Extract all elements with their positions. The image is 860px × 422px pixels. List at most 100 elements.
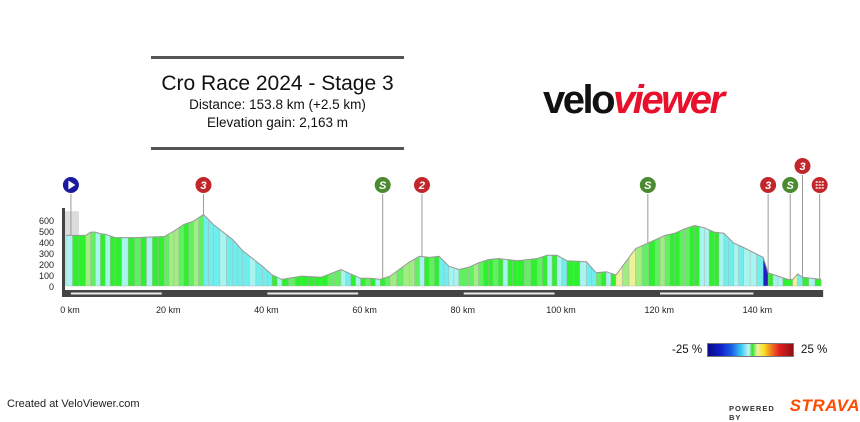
y-tick-label: 400 [39,238,54,248]
profile-segment [756,253,764,287]
climb-marker-label: 2 [418,180,425,192]
profile-segment [728,237,734,287]
profile-segment [419,256,425,287]
y-axis-line [62,208,65,290]
x-axis-bar [62,290,824,297]
profile-segment [709,229,715,287]
profile-segment [370,278,376,287]
profile-segment [713,231,720,287]
profile-segment [561,257,568,287]
profile-segment [497,258,504,287]
profile-segment [219,229,227,287]
profile-segment [600,271,607,287]
profile-segment [483,259,489,287]
checkered-flag-icon [821,181,824,183]
legend-min-label: -25 % [672,344,703,356]
sprint-marker-icon [782,177,799,193]
climb-marker-label: 3 [200,180,206,192]
profile-segment [566,260,574,287]
profile-segment [183,222,189,287]
created-at-link[interactable]: Created at VeloViewer.com [7,398,140,410]
profile-segment [546,254,553,287]
profile-segment [723,232,730,287]
profile-segment [424,256,430,287]
profile-outline [66,213,822,280]
profile-segment [704,227,710,287]
profile-segment [158,236,165,287]
x-tick-label: 40 km [254,305,279,315]
profile-segment [242,250,250,287]
profile-segment [193,217,199,287]
profile-segment [743,247,751,287]
profile-segment [659,235,666,287]
profile-segment [453,267,459,287]
profile-segment [802,276,809,287]
sprint-marker-label: S [644,180,652,192]
profile-segment [551,254,558,287]
sprint-marker-label: S [379,180,387,192]
profile-segment [78,235,86,287]
climb-marker-icon [413,177,430,193]
profile-segment [537,256,543,287]
profile-segment [792,273,798,287]
veloviewer-logo: veloviewer [543,78,725,122]
profile-segment [109,235,116,287]
checkered-flag-icon [815,184,818,186]
profile-segment [188,220,194,287]
profile-segment [203,214,209,287]
powered-by-strava: POWERED BY STRAVA [729,396,860,422]
profile-segment [749,250,757,287]
profile-segment [121,237,129,287]
profile-segment [628,247,636,287]
profile-segment [226,234,234,287]
profile-segment [375,278,381,287]
x-tick-label: 100 km [546,305,576,315]
profile-segment [492,258,499,287]
logo-viewer: viewer [613,78,725,122]
stage-title-box: Cro Race 2024 - Stage 3 Distance: 153.8 … [151,56,404,150]
checkered-flag-icon [815,187,818,189]
checkered-flag-icon [818,184,821,186]
km-stripe [660,292,754,295]
profile-segment [507,259,514,287]
profile-segment [448,265,455,287]
profile-segment [579,261,587,287]
profile-segment [635,245,643,287]
climb-marker-icon [760,177,777,193]
y-tick-label: 200 [39,260,54,270]
profile-segment [655,237,661,287]
profile-segment [664,234,671,287]
profile-segment [524,259,532,287]
x-tick-label: 20 km [156,305,181,315]
checkered-flag-icon [815,181,818,183]
profile-segment [458,268,464,287]
profile-segment [586,261,592,287]
km-stripe [267,292,359,295]
climb-marker-icon [195,177,212,193]
sprint-marker-icon [639,177,656,193]
profile-segment [468,264,474,287]
profile-segment [787,279,793,287]
x-tick-label: 120 km [644,305,674,315]
profile-segment [360,278,366,287]
sprint-marker-label: S [787,180,795,192]
x-tick-label: 60 km [352,305,377,315]
profile-segment [429,256,435,287]
gradient-color-scale [707,343,795,357]
profile-segment [168,230,175,287]
profile-segment [434,256,440,287]
checkered-flag-icon [818,187,821,189]
gradient-legend: -25 % 25 % [672,343,827,357]
profile-segment [65,235,73,287]
profile-segment [517,259,525,287]
profile-segment [95,231,101,287]
profile-segment [679,228,685,287]
profile-segment [365,278,371,287]
sprint-marker-icon [374,177,391,193]
profile-segment [808,277,816,287]
profile-segment [72,235,80,287]
profile-segment [463,267,469,287]
profile-segment [152,236,159,287]
profile-segment [689,225,695,287]
legend-max-label: 25 % [801,344,828,356]
